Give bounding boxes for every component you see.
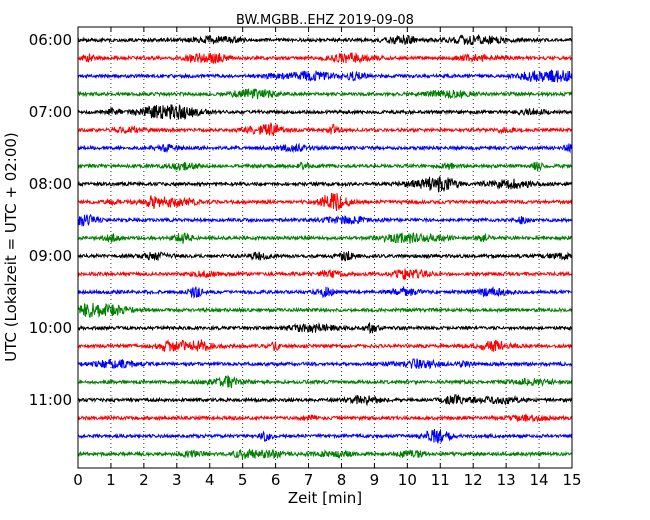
y-tick-label: 11:00: [29, 391, 72, 409]
seismic-trace: [77, 413, 573, 423]
y-axis-label: UTC (Lokalzeit = UTC + 02:00): [2, 132, 20, 362]
seismic-trace: [77, 34, 573, 45]
x-tick-label: 5: [238, 471, 248, 489]
grid: [110, 27, 540, 468]
seismic-trace: [77, 285, 573, 299]
x-tick-label: 14: [530, 471, 549, 489]
x-tick-label: 2: [139, 471, 149, 489]
x-tick-label: 9: [370, 471, 380, 489]
x-tick-label: 1: [106, 471, 116, 489]
x-tick-label: 10: [398, 471, 417, 489]
x-tick-label: 15: [562, 471, 581, 489]
seismic-trace: [77, 322, 573, 335]
x-tick-label: 12: [464, 471, 483, 489]
seismic-trace: [77, 358, 573, 370]
seismic-trace: [77, 176, 573, 193]
y-tick-label: 06:00: [29, 31, 72, 49]
seismic-trace: [77, 394, 573, 407]
seismic-trace: [77, 429, 573, 444]
y-tick-label: 08:00: [29, 175, 72, 193]
seismic-trace: [77, 302, 573, 319]
seismic-trace: [77, 193, 573, 212]
seismic-trace: [77, 161, 573, 172]
seismic-trace: [77, 374, 573, 389]
seismic-trace: [77, 251, 573, 262]
seismic-trace: [77, 268, 573, 281]
x-tick-label: 6: [271, 471, 281, 489]
y-tick-label: 09:00: [29, 247, 72, 265]
y-tick-label: 07:00: [29, 103, 72, 121]
x-tick-label: 4: [205, 471, 215, 489]
seismic-trace: [77, 88, 573, 100]
seismic-trace: [77, 232, 573, 244]
seismic-trace: [77, 69, 573, 83]
plot-frame: [77, 26, 573, 469]
x-tick-label: 0: [73, 471, 83, 489]
seismic-trace: [77, 122, 573, 137]
seismic-trace: [77, 213, 573, 227]
x-tick-label: 8: [337, 471, 347, 489]
seismic-trace: [77, 52, 573, 65]
x-tick-label: 11: [431, 471, 450, 489]
chart-title: BW.MGBB..EHZ 2019-09-08: [236, 13, 414, 28]
seismic-trace: [77, 142, 573, 154]
y-axis: 06:00 07:00 08:00 09:00 10:00 11:00: [29, 31, 572, 409]
seismic-trace: [77, 338, 573, 352]
x-axis-label: Zeit [min]: [288, 489, 362, 507]
y-tick-label: 10:00: [29, 319, 72, 337]
x-axis: 0 1 2 3 4 5 6 7 8 9 10 11 12 13 14 15: [73, 27, 582, 489]
x-tick-label: 7: [304, 471, 314, 489]
seismic-trace: [77, 448, 573, 460]
seismic-trace: [77, 104, 573, 121]
x-tick-label: 13: [497, 471, 516, 489]
traces: [77, 34, 573, 460]
x-tick-label: 3: [172, 471, 182, 489]
